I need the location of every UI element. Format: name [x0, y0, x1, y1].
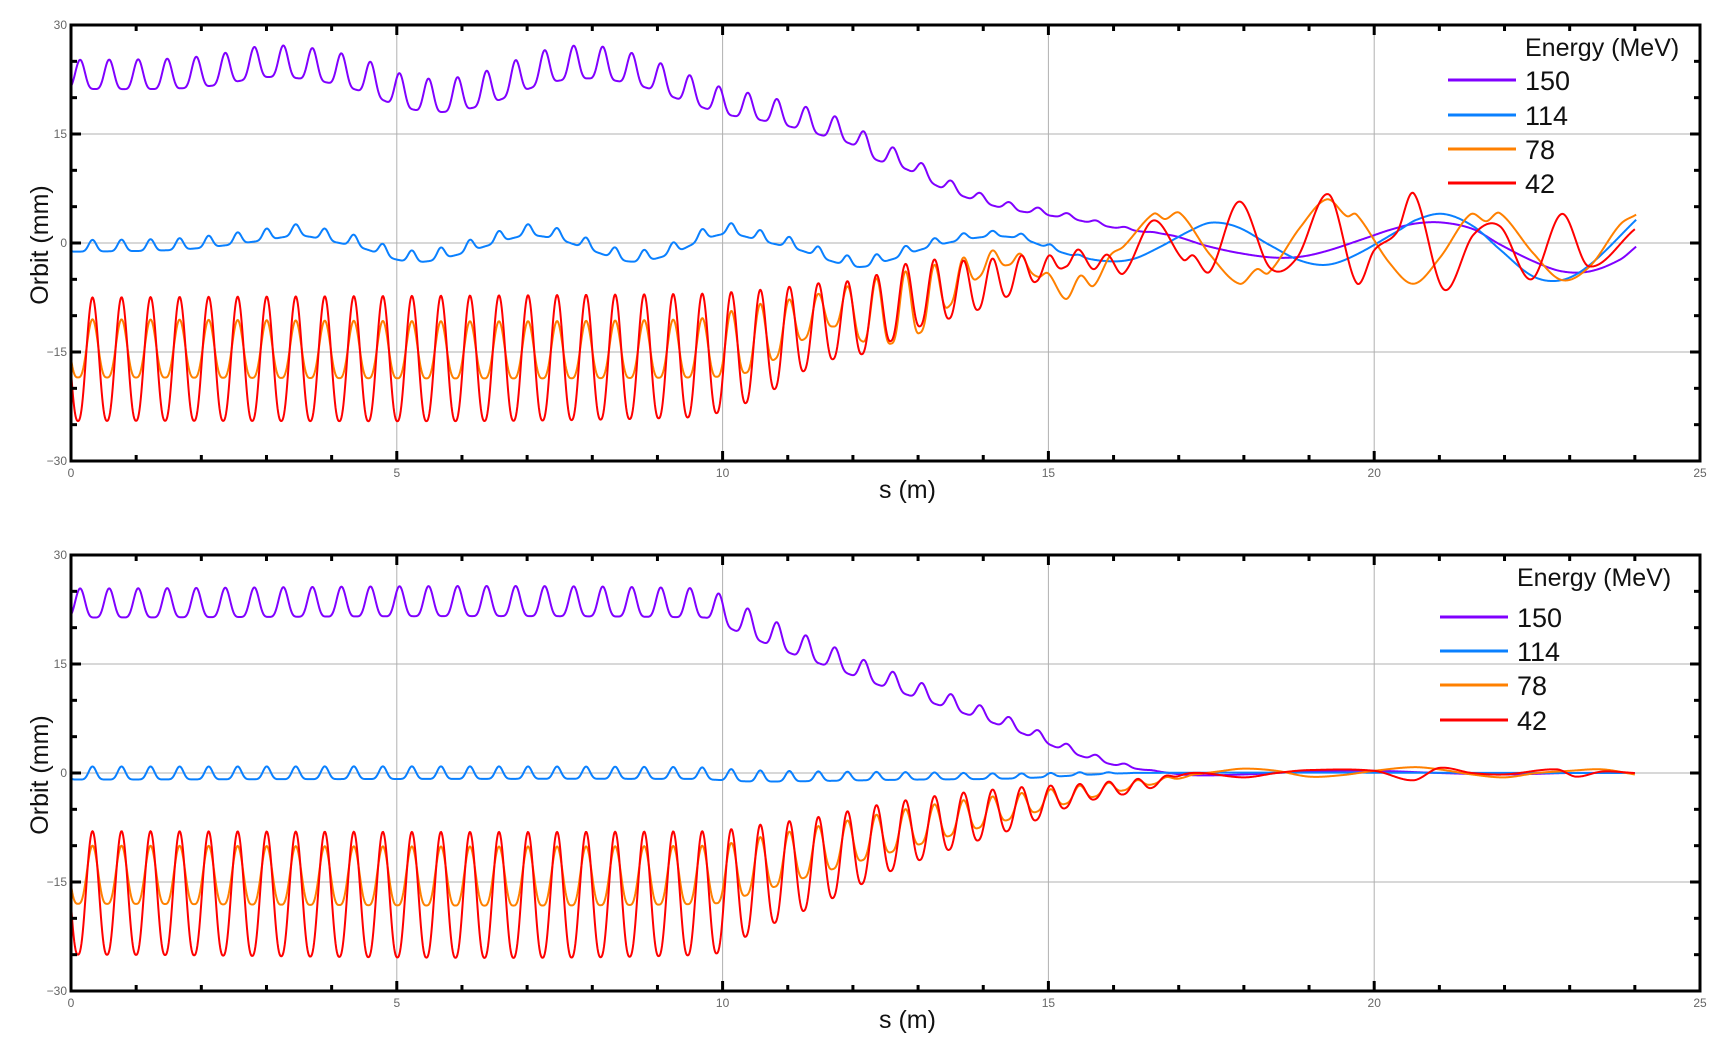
legend-item-78: 78: [1440, 671, 1547, 701]
y-axis-label: Orbit (mm): [26, 185, 54, 304]
plot-area: [71, 584, 1636, 959]
y-tick-label: 15: [54, 127, 68, 141]
y-tick-label: 0: [60, 236, 67, 250]
x-tick-label: 20: [1368, 996, 1382, 1010]
legend-item-42: 42: [1440, 706, 1547, 736]
series-line-42: [71, 766, 1636, 959]
legend-label: 78: [1525, 135, 1555, 165]
legend-item-150: 150: [1448, 66, 1570, 96]
series-line-114: [71, 212, 1637, 283]
series-line-114: [71, 765, 1636, 783]
x-tick-label: 15: [1042, 466, 1056, 480]
legend-label: 78: [1517, 671, 1547, 701]
y-tick-label: 30: [54, 548, 68, 562]
y-tick-label: −30: [47, 454, 68, 468]
legend-label: 114: [1517, 637, 1560, 667]
legend-item-42: 42: [1448, 169, 1555, 199]
legend-title: Energy (MeV): [1517, 564, 1671, 592]
x-tick-label: 5: [393, 466, 400, 480]
series-line-42: [71, 191, 1636, 423]
legend-label: 114: [1525, 101, 1568, 131]
legend-title: Energy (MeV): [1525, 34, 1679, 62]
x-tick-label: 0: [68, 466, 75, 480]
x-tick-label: 10: [716, 996, 730, 1010]
x-axis-label: s (m): [879, 1006, 936, 1034]
series-line-150: [71, 44, 1637, 274]
legend-label: 150: [1517, 603, 1562, 633]
x-tick-label: 20: [1368, 466, 1382, 480]
y-tick-label: −15: [47, 345, 68, 359]
x-tick-label: 15: [1042, 996, 1056, 1010]
plot-area: [71, 44, 1637, 423]
legend-item-114: 114: [1448, 101, 1568, 131]
legend: Energy (MeV) 150 114 78 42: [1440, 564, 1671, 736]
x-tick-label: 10: [716, 466, 730, 480]
x-tick-label: 25: [1693, 466, 1707, 480]
legend: Energy (MeV) 150 114 78 42: [1448, 34, 1679, 199]
x-tick-label: 25: [1693, 996, 1707, 1010]
y-tick-label: −30: [47, 984, 68, 998]
legend-label: 150: [1525, 66, 1570, 96]
legend-item-114: 114: [1440, 637, 1560, 667]
y-tick-label: 15: [54, 657, 68, 671]
legend-item-78: 78: [1448, 135, 1555, 165]
x-tick-label: 0: [68, 996, 75, 1010]
legend-label: 42: [1525, 169, 1555, 199]
legend-label: 42: [1517, 706, 1547, 736]
y-tick-label: −15: [47, 875, 68, 889]
series-line-150: [71, 584, 1636, 777]
x-axis-label: s (m): [879, 476, 936, 504]
y-tick-label: 30: [54, 18, 68, 32]
y-tick-label: 0: [60, 766, 67, 780]
x-tick-label: 5: [393, 996, 400, 1010]
legend-item-150: 150: [1440, 603, 1562, 633]
y-axis-label: Orbit (mm): [26, 715, 54, 834]
